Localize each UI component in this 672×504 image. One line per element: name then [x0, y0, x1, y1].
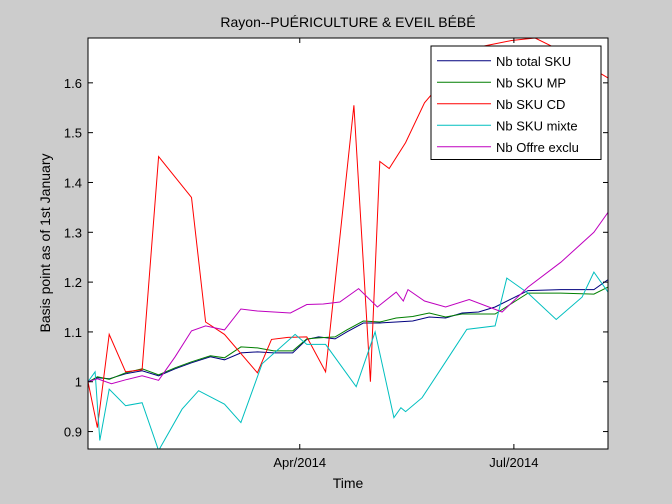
- legend-label: Nb SKU mixte: [496, 118, 578, 133]
- y-tick-label: 1: [75, 375, 82, 390]
- legend-label: Nb SKU MP: [496, 75, 566, 90]
- series-line-nb-offre-exclu: [88, 212, 608, 385]
- x-ticks: Apr/2014 Jul/2014: [273, 38, 538, 470]
- x-axis-label: Time: [333, 475, 364, 491]
- y-tick-label: 0.9: [64, 425, 82, 440]
- axes-box: [87, 37, 609, 450]
- x-tick-label: Apr/2014: [273, 455, 326, 470]
- legend-label: Nb SKU CD: [496, 97, 565, 112]
- legend-label: Nb total SKU: [496, 54, 571, 69]
- y-ticks: 0.9 1 1.1 1.2 1.3 1.4 1.5 1.6: [64, 76, 608, 440]
- y-axis-label: Basis point as of 1st January: [37, 154, 53, 333]
- x-tick-label: Jul/2014: [489, 455, 538, 470]
- series-line-nb-sku-mixte: [88, 271, 608, 449]
- y-tick-label: 1.6: [64, 76, 82, 91]
- legend: Nb total SKU Nb SKU MP Nb SKU CD Nb SKU mix…: [430, 45, 602, 160]
- legend-label: Nb Offre exclu: [496, 140, 579, 155]
- y-tick-label: 1.5: [64, 126, 82, 141]
- series-line-nb-sku-mp: [88, 286, 608, 383]
- y-tick-label: 1.4: [64, 175, 82, 190]
- y-tick-label: 1.1: [64, 325, 82, 340]
- y-tick-label: 1.2: [64, 275, 82, 290]
- series-line-nb-total-sku: [88, 279, 608, 383]
- chart-title: Rayon--PUÉRICULTURE & EVEIL BÉBÉ: [220, 14, 475, 30]
- legend-box: [430, 45, 602, 160]
- y-tick-label: 1.3: [64, 225, 82, 240]
